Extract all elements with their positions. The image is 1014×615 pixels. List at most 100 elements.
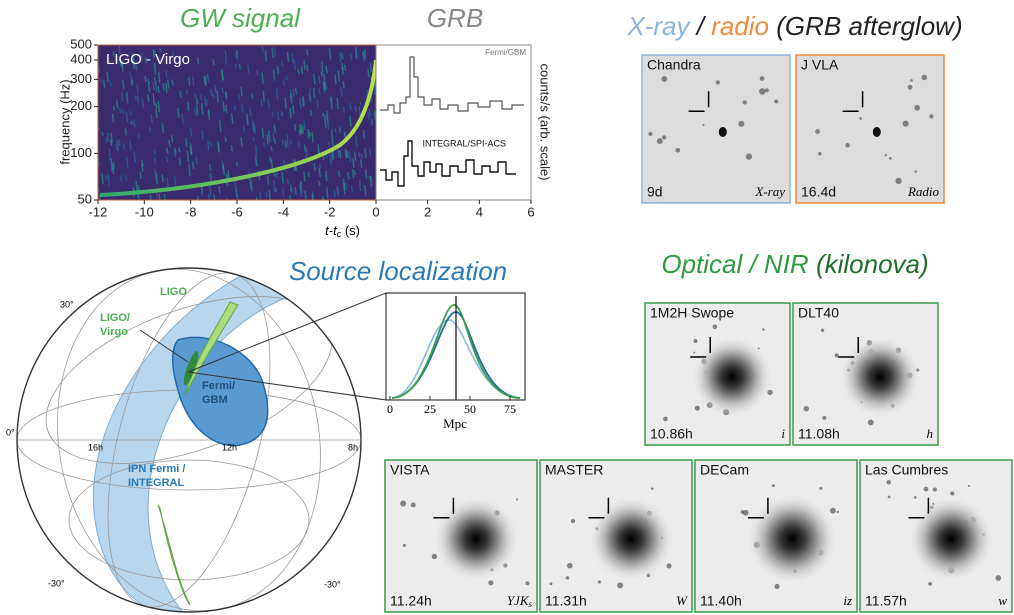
noise-streak (132, 52, 135, 58)
noise-streak (368, 147, 372, 156)
noise-streak (230, 144, 234, 152)
afterglow-panels: Chandra 9d X-ray J VLA 16.4d Radio (641, 54, 945, 204)
noise-streak (261, 45, 264, 53)
noise-streak (302, 96, 305, 106)
star (923, 486, 929, 492)
star (774, 583, 780, 589)
noise-streak (325, 65, 328, 74)
noise-streak (331, 140, 335, 147)
noise-streak (247, 64, 250, 74)
star (567, 562, 573, 569)
title-part: X-ray (626, 11, 691, 41)
band-sub: s (528, 599, 532, 609)
noise-streak (235, 53, 238, 59)
noise-streak (152, 49, 155, 58)
noise-streak (162, 83, 165, 91)
noise-streak (226, 197, 229, 200)
noise-streak (212, 59, 215, 66)
noise-streak (332, 150, 335, 159)
noise-streak (144, 75, 147, 83)
noise-streak (125, 156, 129, 168)
noise-streak (125, 92, 129, 104)
dec-label: 0° (6, 427, 15, 437)
noise-streak (255, 145, 258, 157)
noise-streak (325, 170, 328, 182)
noise-streak (203, 95, 207, 107)
star (488, 580, 494, 586)
noise-streak (368, 108, 372, 117)
noise-streak (112, 161, 116, 169)
star (617, 582, 624, 589)
band-text: YJK (507, 593, 530, 608)
noise-streak (189, 127, 193, 137)
noise-streak (307, 129, 310, 139)
noise-streak (199, 93, 203, 102)
noise-streak (195, 104, 199, 116)
noise-streak (273, 138, 276, 144)
noise-streak (130, 79, 133, 87)
noise-streak (331, 150, 334, 161)
noise-streak (270, 159, 274, 171)
noise-streak (321, 112, 325, 118)
noise-streak (196, 57, 200, 65)
noise-streak (249, 107, 252, 117)
star (693, 351, 696, 354)
noise-streak (185, 89, 188, 95)
noise-streak (209, 142, 213, 147)
gw-label: LIGO - Virgo (106, 51, 190, 68)
star (803, 405, 809, 412)
noise-streak (235, 161, 239, 167)
title-part: (GRB afterglow) (769, 11, 963, 41)
noise-streak (207, 73, 210, 83)
noise-streak (267, 130, 271, 143)
noise-streak (122, 80, 125, 90)
noise-streak (311, 132, 314, 143)
noise-streak (304, 190, 307, 200)
loc-label: LIGO/ (100, 312, 130, 324)
noise-streak (361, 50, 365, 57)
host-galaxy (839, 336, 921, 418)
noise-streak (134, 95, 137, 100)
noise-streak (185, 137, 188, 147)
noise-streak (107, 174, 111, 186)
noise-streak (334, 128, 337, 133)
noise-streak (262, 142, 266, 148)
star (950, 491, 955, 496)
noise-streak (358, 106, 361, 117)
noise-streak (294, 87, 298, 95)
noise-streak (105, 137, 108, 144)
noise-streak (348, 151, 352, 163)
star (829, 507, 836, 514)
noise-streak (120, 92, 124, 102)
noise-streak (266, 175, 270, 185)
noise-streak (322, 81, 326, 92)
noise-streak (161, 123, 165, 134)
noise-streak (270, 146, 273, 152)
noise-streak (292, 88, 295, 97)
noise-streak (320, 71, 323, 77)
noise-streak (129, 110, 132, 116)
noise-streak (273, 124, 277, 134)
star (819, 486, 823, 490)
title-part: radio (711, 11, 769, 41)
star (884, 154, 887, 157)
star (759, 76, 765, 81)
band: w (998, 593, 1007, 608)
noise-streak (224, 136, 227, 143)
x-tick-label: 50 (464, 402, 476, 416)
grb-y-label: counts/s (arb. scale) (538, 63, 553, 180)
star (693, 339, 698, 344)
noise-streak (290, 93, 293, 104)
noise-streak (187, 77, 191, 86)
noise-streak (286, 51, 290, 62)
noise-streak (172, 51, 175, 63)
x-tick-label: 25 (424, 402, 436, 416)
x-tick-label: 2 (424, 204, 431, 219)
x-tick-label: -6 (231, 204, 243, 219)
star (570, 518, 576, 524)
noise-streak (240, 136, 243, 147)
noise-streak (140, 53, 143, 62)
noise-streak (301, 96, 305, 107)
kilonova-panels: 1M2H Swope 10.86h i DLT40 11.08h h VISTA 11.24h… (384, 302, 1013, 613)
instrument: DLT40 (798, 305, 839, 321)
